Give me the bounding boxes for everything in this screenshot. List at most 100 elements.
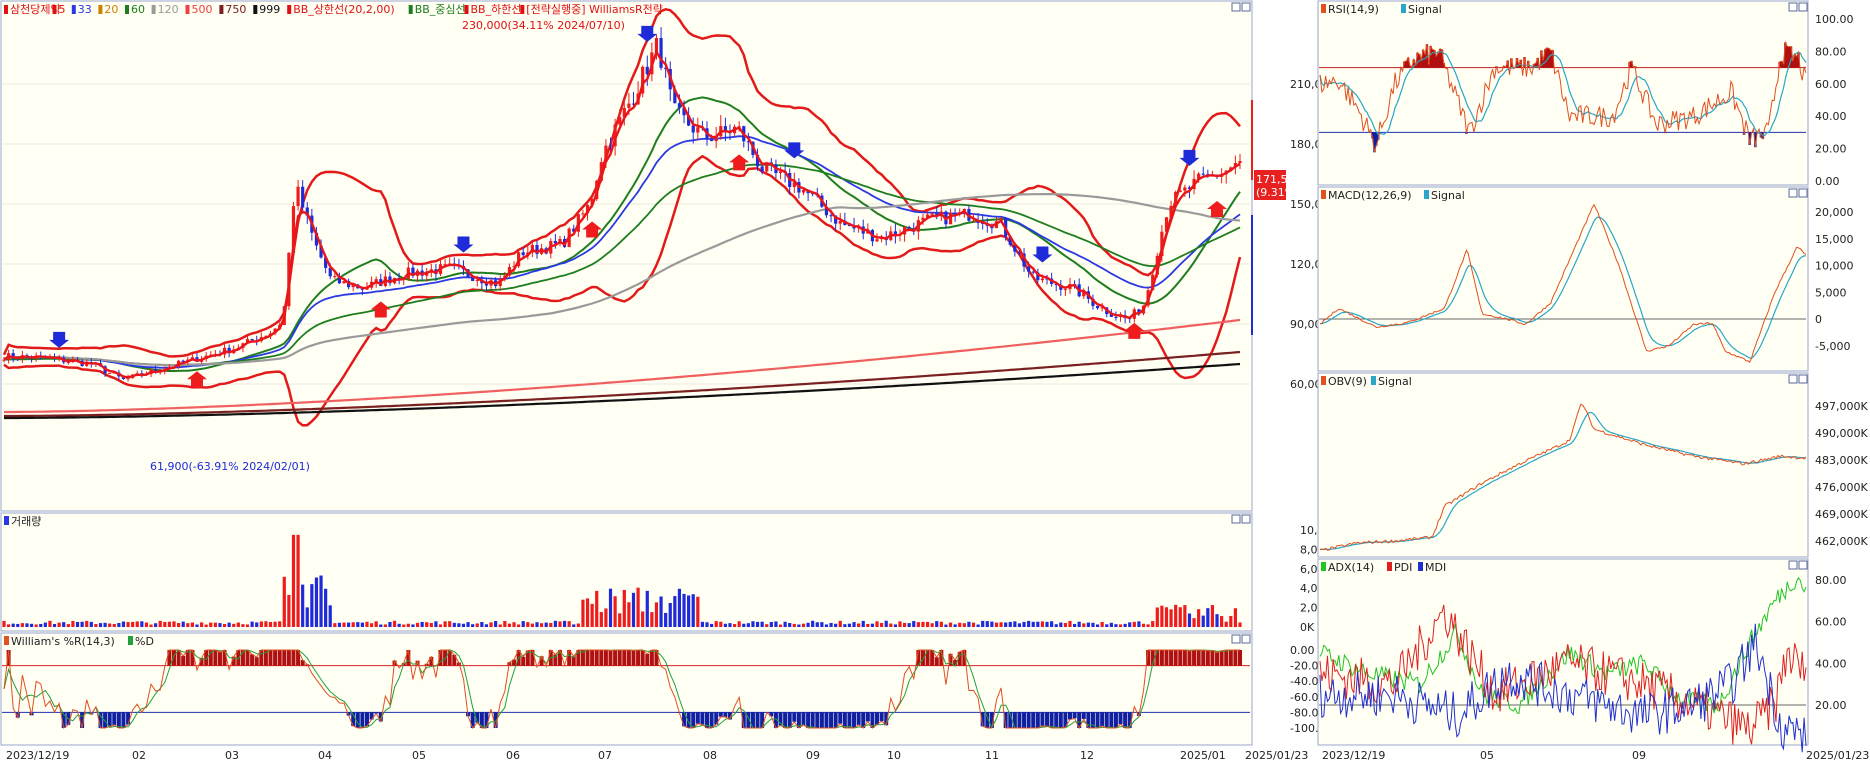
volume-bar [824, 624, 829, 627]
volume-bar [870, 623, 875, 627]
volume-bar [1031, 621, 1035, 627]
date-tick-label: 2023/12/19 [6, 749, 69, 762]
date-tick-label: 05 [412, 749, 426, 762]
panel-controls-macd[interactable] [1788, 188, 1808, 198]
obv-line [1319, 403, 1807, 551]
candle-body [659, 37, 663, 68]
buy-signal-arrow [370, 301, 391, 318]
volume-bar [1045, 621, 1049, 627]
volume-bar [195, 624, 199, 627]
volume-bar [163, 621, 167, 627]
candle-body [627, 103, 631, 108]
candle-body [673, 89, 677, 104]
ma120-line [3, 193, 1241, 367]
rsi-tick-label: 40.00 [1815, 110, 1847, 123]
volume-bar [930, 623, 934, 627]
rsi-panel[interactable]: RSI(14,9) Signal [1317, 0, 1809, 186]
volume-bar [921, 621, 925, 627]
minimize-button[interactable] [1788, 374, 1798, 384]
volume-bar [751, 621, 755, 627]
close-button[interactable] [1798, 560, 1808, 570]
candle-body [484, 283, 489, 286]
volume-bar [664, 612, 668, 627]
volume-bar [507, 623, 512, 627]
sell-signal-arrow [49, 331, 70, 348]
sell-signal-arrow [784, 142, 805, 159]
date-tick-label: 07 [598, 749, 612, 762]
volume-bar [806, 622, 810, 627]
rsi-line [1319, 40, 1807, 153]
minimize-button[interactable] [1788, 2, 1798, 12]
volume-bar [1054, 624, 1058, 627]
minimize-button[interactable] [1788, 188, 1798, 198]
candle-body [755, 154, 760, 167]
macd-tick-label: 10,000 [1815, 260, 1854, 273]
close-button[interactable] [1241, 514, 1251, 524]
ma500-line [4, 318, 1241, 414]
volume-plot-area [0, 512, 1253, 632]
volume-bar [232, 623, 236, 627]
macd-tick-label: 5,000 [1815, 286, 1847, 299]
candle-body [824, 206, 829, 216]
candle-body [641, 66, 645, 94]
volume-bar [774, 621, 778, 627]
candle-body [714, 136, 718, 142]
macd-tick-label: 20,000 [1815, 206, 1854, 219]
minimize-button[interactable] [1231, 514, 1241, 524]
williams-label: William's %R(14,3) [11, 635, 115, 648]
minimize-button[interactable] [1231, 2, 1241, 12]
candle-body [126, 378, 130, 380]
williams-lines [2, 648, 1250, 730]
volume-bar [971, 622, 976, 627]
volume-bar [190, 622, 194, 627]
date-tick-label: 11 [985, 749, 999, 762]
candle-body [1013, 244, 1017, 252]
volume-bar [535, 622, 539, 627]
adx-panel[interactable]: ADX(14) PDI MDI [1317, 558, 1809, 753]
obv-panel[interactable]: OBV(9) Signal [1317, 372, 1809, 558]
minimize-button[interactable] [1788, 560, 1798, 570]
candle-body [948, 212, 953, 225]
candle-body [517, 252, 521, 267]
volume-bar [1197, 609, 1201, 627]
panel-controls-adx[interactable] [1788, 560, 1808, 570]
candle-body [971, 220, 976, 222]
close-button[interactable] [1798, 188, 1808, 198]
legend-item: 33 [78, 3, 92, 16]
panel-controls-obv[interactable] [1788, 374, 1808, 384]
volume-bar [838, 620, 842, 627]
volume-bar [16, 623, 20, 627]
panel-controls-volume[interactable] [1231, 514, 1251, 524]
volume-bar [498, 624, 502, 627]
obv-lines [1319, 403, 1807, 551]
close-button[interactable] [1798, 2, 1808, 12]
close-button[interactable] [1241, 2, 1251, 12]
volume-bar [682, 593, 686, 627]
panel-controls-rsi[interactable] [1788, 2, 1808, 12]
obv-label: OBV(9) [1328, 375, 1367, 388]
volume-bar [1105, 624, 1109, 627]
volume-panel[interactable]: 거래량 [0, 512, 1253, 632]
volume-bar [526, 622, 530, 627]
obv-plot-area [1317, 372, 1809, 558]
close-button[interactable] [1798, 374, 1808, 384]
panel-controls-main[interactable] [1231, 2, 1251, 12]
minimize-button[interactable] [1231, 634, 1241, 644]
williams-panel[interactable]: William's %R(14,3) %D [0, 632, 1253, 746]
volume-bar [590, 603, 594, 627]
macd-panel[interactable]: MACD(12,26,9) Signal [1317, 186, 1809, 372]
macd-tick-label: 15,000 [1815, 233, 1854, 246]
rsi-plot-area [1317, 0, 1809, 186]
volume-bars [2, 534, 1242, 627]
volume-tick-label: 0K [1300, 621, 1315, 634]
rsi-lines [1319, 40, 1807, 153]
volume-bar [250, 621, 254, 627]
volume-bar [1169, 609, 1173, 627]
volume-bar [245, 624, 250, 627]
volume-bar [1050, 621, 1054, 627]
panel-controls-williams[interactable] [1231, 634, 1251, 644]
close-button[interactable] [1241, 634, 1251, 644]
